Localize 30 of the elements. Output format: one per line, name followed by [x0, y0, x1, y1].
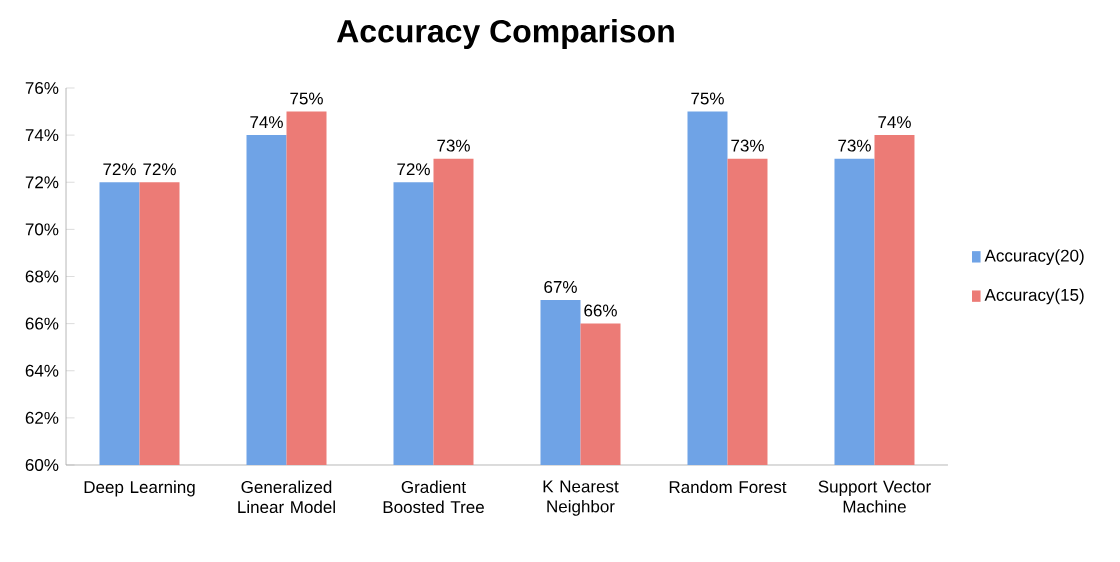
x-tick-label: Deep Learning: [84, 480, 195, 497]
data-label: 72%: [397, 163, 430, 176]
y-tick-label: 72%: [25, 176, 59, 189]
chart-title: Accuracy Comparison: [336, 19, 674, 49]
y-tick-label: 68%: [25, 270, 59, 283]
data-label: 73%: [437, 139, 470, 152]
y-tick-label: 64%: [25, 364, 59, 377]
y-tick-label: 66%: [25, 317, 59, 330]
y-tick-label: 74%: [25, 129, 59, 142]
y-tick-label: 70%: [25, 223, 59, 236]
data-label: 74%: [878, 116, 911, 129]
x-tick-label: K Nearest Neighbor: [543, 480, 619, 516]
x-tick-label: Random Forest: [669, 480, 787, 494]
y-tick-label: 62%: [25, 411, 59, 424]
data-label: 72%: [143, 163, 176, 176]
legend-label: Accuracy(15): [984, 288, 1084, 305]
legend-label: Accuracy(20): [984, 249, 1084, 266]
data-label: 66%: [584, 304, 617, 317]
data-label: 75%: [691, 92, 724, 105]
x-tick-label: Support Vector Machine: [818, 480, 931, 513]
data-label: 67%: [544, 280, 577, 293]
data-label: 73%: [838, 139, 871, 152]
x-tick-label: Generalized Linear Model: [238, 480, 335, 514]
y-tick-label: 76%: [25, 81, 59, 94]
data-label: 74%: [250, 116, 283, 129]
y-tick-label: 60%: [25, 458, 59, 471]
data-label: 72%: [103, 163, 136, 176]
x-tick-label: Gradient Boosted Tree: [383, 480, 484, 514]
data-label: 75%: [290, 92, 323, 105]
data-label: 73%: [731, 139, 764, 152]
